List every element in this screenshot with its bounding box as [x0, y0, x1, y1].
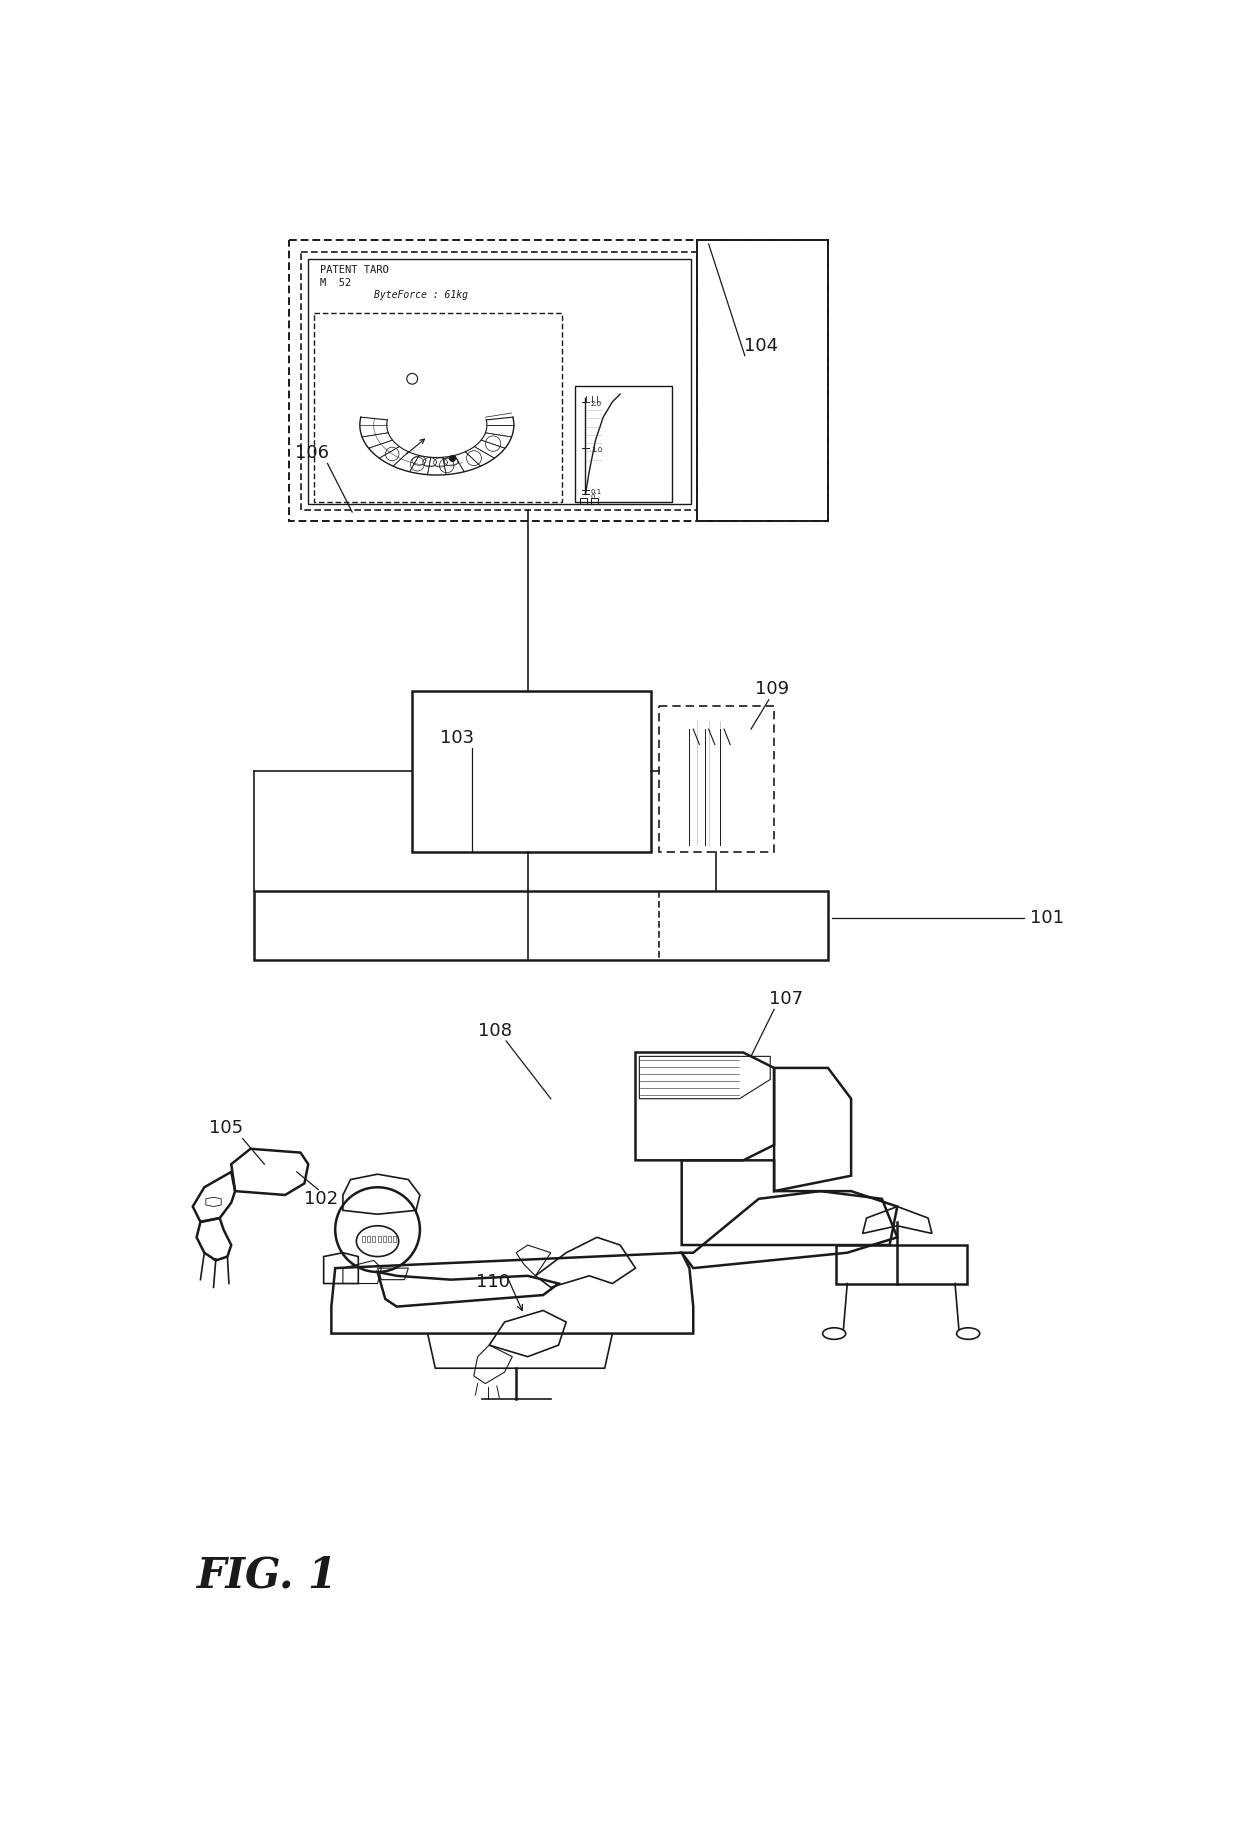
Bar — [362, 1235, 366, 1243]
Text: 1.0: 1.0 — [590, 447, 603, 453]
Bar — [575, 387, 672, 503]
Text: 106: 106 — [295, 444, 329, 462]
Text: 109: 109 — [755, 679, 790, 698]
Bar — [697, 239, 828, 521]
Text: FIG. 1: FIG. 1 — [197, 1554, 337, 1596]
Bar — [412, 690, 651, 852]
Bar — [377, 1235, 381, 1243]
Text: 104: 104 — [744, 337, 777, 355]
Bar — [393, 1235, 396, 1243]
Text: 105: 105 — [208, 1119, 243, 1138]
Text: 103: 103 — [440, 729, 474, 747]
Text: 101: 101 — [1030, 909, 1064, 926]
Text: 2.0: 2.0 — [590, 401, 601, 407]
Bar — [289, 239, 828, 521]
Bar — [383, 1235, 386, 1243]
Bar — [580, 499, 587, 504]
Bar — [388, 1235, 391, 1243]
Text: ByteForce : 61kg: ByteForce : 61kg — [373, 289, 467, 300]
Bar — [590, 499, 598, 504]
Text: 107: 107 — [769, 990, 802, 1007]
Bar — [300, 252, 697, 510]
Text: PATENT TARO: PATENT TARO — [320, 265, 388, 276]
Bar — [372, 1235, 376, 1243]
Bar — [367, 1235, 371, 1243]
Text: M  52: M 52 — [320, 278, 351, 289]
Text: 0.1: 0.1 — [590, 490, 603, 495]
Text: 0: 0 — [590, 493, 595, 499]
Bar — [254, 891, 828, 961]
Bar — [314, 313, 563, 503]
Bar — [309, 260, 691, 504]
Text: 108: 108 — [477, 1022, 512, 1040]
Text: 110: 110 — [476, 1272, 510, 1291]
Bar — [658, 705, 774, 852]
Text: 102: 102 — [304, 1189, 339, 1208]
